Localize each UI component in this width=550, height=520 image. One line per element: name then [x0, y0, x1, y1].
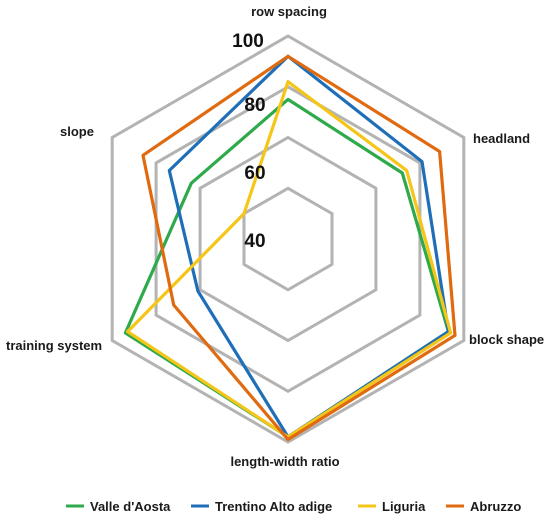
axis-label-length-width-ratio: length-width ratio	[230, 454, 339, 469]
radar-grid	[110, 34, 466, 444]
radar-axis-labels: row spacing headland block shape length-…	[6, 4, 544, 469]
radar-tick-labels: 40 60 80 100	[232, 31, 265, 252]
legend-label-valle-daosta: Valle d'Aosta	[90, 499, 171, 514]
axis-label-headland: headland	[473, 131, 530, 146]
legend-item-liguria: Liguria	[358, 499, 426, 514]
legend-label-liguria: Liguria	[382, 499, 426, 514]
axis-label-row-spacing: row spacing	[251, 4, 327, 19]
axis-label-training-system: training system	[6, 338, 102, 353]
grid-ring-60	[198, 135, 378, 343]
legend-item-valle-daosta: Valle d'Aosta	[66, 499, 171, 514]
grid-ring-80	[154, 85, 422, 394]
tick-label-80: 80	[244, 95, 265, 116]
legend-item-trentino-alto-adige: Trentino Alto adige	[191, 499, 332, 514]
legend: Valle d'Aosta Trentino Alto adige Liguri…	[66, 499, 521, 514]
radar-series	[123, 54, 457, 442]
grid-ring-100	[110, 34, 466, 444]
axis-label-block-shape: block shape	[469, 332, 544, 347]
tick-label-100: 100	[232, 31, 264, 52]
axis-label-slope: slope	[60, 124, 94, 139]
legend-item-abruzzo: Abruzzo	[446, 499, 521, 514]
legend-label-trentino-alto-adige: Trentino Alto adige	[215, 499, 332, 514]
tick-label-40: 40	[244, 231, 265, 252]
tick-label-60: 60	[244, 163, 265, 184]
series-line-liguria	[125, 80, 453, 439]
series-line-abruzzo	[141, 54, 457, 442]
legend-label-abruzzo: Abruzzo	[470, 499, 521, 514]
